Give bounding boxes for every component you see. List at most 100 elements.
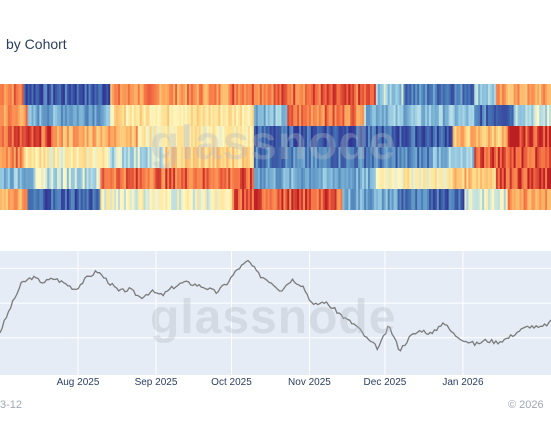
heatmap-cell <box>181 168 184 190</box>
heatmap-cell <box>74 84 78 106</box>
heatmap-cell <box>151 84 155 106</box>
heatmap-cell <box>267 84 271 106</box>
heatmap-cell <box>285 147 288 169</box>
heatmap-cell <box>21 126 25 148</box>
heatmap-cell <box>39 105 42 127</box>
heatmap-cell <box>490 189 493 210</box>
heatmap-cell <box>249 168 253 190</box>
heatmap-cell <box>135 105 139 127</box>
heatmap-cell <box>291 84 294 106</box>
heatmap-cell <box>338 168 342 190</box>
heatmap-cell <box>401 126 405 148</box>
heatmap-cell <box>257 105 261 127</box>
heatmap-cell <box>145 126 149 148</box>
heatmap-cell <box>194 126 198 148</box>
heatmap-cell <box>200 189 204 210</box>
heatmap-cell <box>295 168 298 190</box>
heatmap-cell <box>106 147 109 169</box>
heatmap-cell <box>112 126 115 148</box>
heatmap-cell <box>395 105 399 127</box>
heatmap-cell <box>127 147 131 169</box>
heatmap-cell <box>303 105 306 127</box>
heatmap-cell <box>452 189 456 210</box>
heatmap-cell <box>421 126 424 148</box>
heatmap-cell <box>183 126 186 148</box>
heatmap-cell <box>364 105 367 127</box>
heatmap-cell <box>348 189 351 210</box>
heatmap-cell <box>476 189 479 210</box>
heatmap-cell <box>19 105 23 127</box>
heatmap-cell <box>190 105 194 127</box>
heatmap-cell <box>346 126 349 148</box>
heatmap-cell <box>149 168 153 190</box>
heatmap-cell <box>27 168 31 190</box>
heatmap-cell <box>155 189 159 210</box>
heatmap-cell <box>210 105 214 127</box>
heatmap-cell <box>74 105 78 127</box>
heatmap-cell <box>340 168 344 190</box>
heatmap-cell <box>165 147 168 169</box>
heatmap-cell <box>354 147 357 169</box>
heatmap-cell <box>244 105 247 127</box>
heatmap-cell <box>137 105 141 127</box>
heatmap-cell <box>539 189 542 210</box>
heatmap-cell <box>13 189 17 210</box>
heatmap-cell <box>78 105 82 127</box>
heatmap-cell <box>358 84 361 106</box>
heatmap-cell <box>545 147 548 169</box>
heatmap-cell <box>391 105 395 127</box>
heatmap-cell <box>62 105 66 127</box>
heatmap-cell <box>90 189 94 210</box>
heatmap-cell <box>222 189 225 210</box>
heatmap-cell <box>47 168 50 190</box>
heatmap-cell <box>360 126 363 148</box>
heatmap-cell <box>436 147 440 169</box>
heatmap-cell <box>533 126 536 148</box>
heatmap-cell <box>383 84 387 106</box>
heatmap-cell <box>116 84 119 106</box>
heatmap-cell <box>283 189 286 210</box>
heatmap-cell <box>53 84 56 106</box>
heatmap-cell <box>247 126 251 148</box>
heatmap-cell <box>228 84 231 106</box>
heatmap-cell <box>255 168 259 190</box>
heatmap-cell <box>450 84 454 106</box>
heatmap-cell <box>356 105 359 127</box>
heatmap-cell <box>511 168 515 190</box>
heatmap-cell <box>72 105 76 127</box>
heatmap-cell <box>78 168 82 190</box>
heatmap-cell <box>430 147 434 169</box>
heatmap-cell <box>303 126 306 148</box>
heatmap-cell <box>129 84 133 106</box>
heatmap-cell <box>411 126 414 148</box>
heatmap-cell <box>3 168 7 190</box>
heatmap-cell <box>484 105 487 127</box>
heatmap-cell <box>549 168 551 190</box>
price-series-line <box>0 259 551 352</box>
heatmap-cell <box>464 105 467 127</box>
heatmap-cell <box>356 147 359 169</box>
heatmap-cell <box>491 84 495 106</box>
heatmap-cell <box>66 189 70 210</box>
heatmap-cell <box>428 126 432 148</box>
heatmap-cell <box>543 126 546 148</box>
heatmap-cell <box>486 147 489 169</box>
heatmap-cell <box>490 126 493 148</box>
heatmap-cell <box>425 126 428 148</box>
heatmap-cell <box>275 126 279 148</box>
heatmap-cell <box>358 126 361 148</box>
heatmap-cell <box>430 189 434 210</box>
heatmap-cell <box>251 147 255 169</box>
heatmap-cell <box>446 126 450 148</box>
heatmap-cell <box>301 105 304 127</box>
heatmap-cell <box>352 105 355 127</box>
heatmap-cell <box>342 84 345 106</box>
heatmap-cell <box>460 126 464 148</box>
heatmap-cell <box>224 189 227 210</box>
heatmap-cell <box>436 168 440 190</box>
heatmap-cell <box>366 126 369 148</box>
heatmap-cell <box>505 168 509 190</box>
heatmap-cell <box>547 105 550 127</box>
heatmap-cell <box>369 147 373 169</box>
heatmap-cell <box>45 105 48 127</box>
